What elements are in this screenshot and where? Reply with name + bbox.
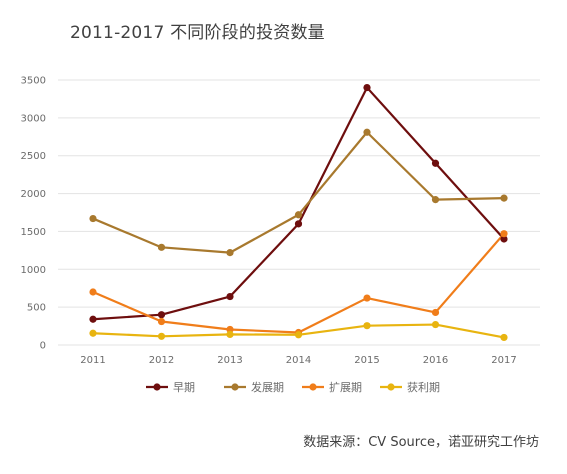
data-point (226, 292, 234, 301)
y-tick-label: 2000 (21, 189, 46, 200)
data-point (157, 243, 166, 251)
x-tick-label: 2011 (80, 355, 105, 366)
y-axis-ticks: 0 500 1000 1500 2000 2500 3000 3500 (21, 76, 46, 352)
data-point (431, 308, 440, 317)
x-tick-label: 2012 (149, 355, 174, 366)
data-point (157, 317, 166, 326)
legend-label: 扩展期 (329, 380, 362, 394)
legend-label: 获利期 (407, 381, 440, 394)
data-point (363, 83, 371, 92)
x-axis-ticks: 2011 2012 2013 2014 2015 2016 2017 (80, 355, 516, 366)
data-point (226, 330, 234, 338)
data-point (294, 220, 303, 228)
series-points (89, 83, 508, 342)
x-tick-label: 2015 (354, 355, 379, 366)
legend-marker (309, 383, 317, 391)
legend-label: 早期 (173, 381, 195, 394)
x-tick-label: 2013 (217, 355, 242, 366)
x-tick-label: 2016 (423, 355, 448, 366)
data-point (363, 322, 371, 330)
data-point (226, 325, 234, 334)
data-point (89, 329, 97, 337)
chart-title: 2011-2017 不同阶段的投资数量 (70, 23, 325, 43)
y-tick-label: 3500 (21, 76, 46, 87)
series-line-2 (92, 131, 505, 254)
data-point (431, 196, 440, 204)
data-point (500, 194, 508, 202)
series-line-1 (92, 86, 505, 321)
data-point (157, 332, 166, 340)
data-point (363, 128, 371, 136)
series-line-3 (92, 232, 505, 334)
y-tick-label: 1000 (21, 265, 46, 276)
data-point (89, 214, 97, 223)
legend: 早期 发展期 扩展期 获利期 (146, 380, 440, 394)
data-point (89, 315, 97, 323)
data-point (226, 249, 234, 257)
x-tick-label: 2017 (491, 355, 516, 366)
y-tick-label: 1500 (21, 227, 46, 238)
data-point (500, 230, 508, 238)
gridlines (58, 79, 540, 346)
source-note: 数据来源：CV Source，诺亚研究工作坊 (303, 435, 539, 450)
legend-marker (153, 383, 161, 391)
y-tick-label: 2500 (21, 151, 46, 162)
x-tick-label: 2014 (286, 355, 311, 366)
data-point (500, 235, 508, 243)
data-point (431, 320, 440, 329)
legend-marker (231, 383, 239, 391)
data-point (294, 211, 303, 219)
legend-label: 发展期 (251, 380, 284, 394)
data-point (363, 294, 371, 302)
y-tick-label: 0 (40, 341, 46, 352)
data-point (89, 288, 97, 296)
data-point (500, 333, 508, 342)
data-point (431, 159, 440, 167)
data-point (157, 311, 166, 319)
legend-marker (387, 383, 395, 391)
data-point (294, 331, 303, 339)
y-tick-label: 500 (27, 303, 46, 314)
y-tick-label: 3000 (21, 113, 46, 124)
